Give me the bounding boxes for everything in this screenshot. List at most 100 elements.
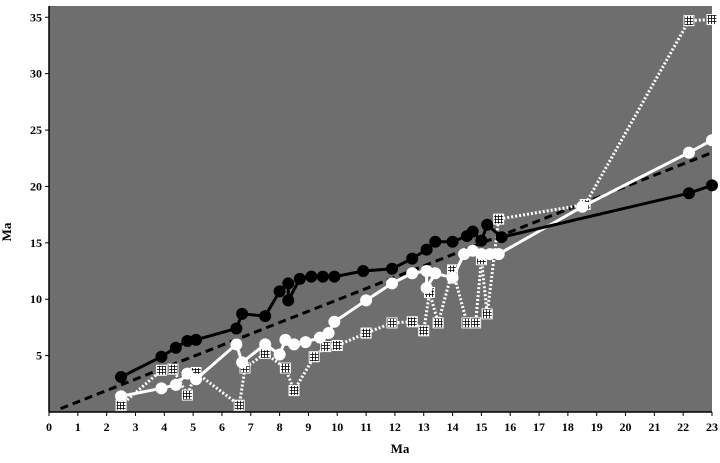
hatched-square-point [155, 364, 167, 376]
black-circle-point [682, 187, 695, 200]
x-tick-label: 21 [648, 420, 660, 434]
white-circle-point [259, 338, 272, 351]
series-line-hatched [120, 18, 713, 408]
x-tick-label: 4 [161, 420, 167, 434]
x-tick-label: 10 [331, 420, 343, 434]
hatched-square-point [308, 351, 320, 363]
y-tick-label: 10 [30, 292, 42, 306]
hatched-square-point [360, 327, 372, 339]
black-circle-point [328, 270, 341, 283]
black-circle-point [115, 371, 128, 384]
black-circle-point [293, 272, 306, 285]
hatched-square-point [320, 341, 332, 353]
white-circle-point [429, 267, 442, 280]
black-circle-point [466, 225, 479, 238]
black-circle-point [481, 218, 494, 231]
y-tick-label: 5 [36, 349, 42, 363]
hatched-square-point [493, 213, 505, 225]
y-tick-label: 30 [30, 67, 42, 81]
white-circle-point [446, 271, 459, 284]
x-tick-label: 16 [504, 420, 516, 434]
black-circle-point [357, 265, 370, 278]
white-circle-point [706, 134, 718, 147]
series-white-circle [115, 134, 718, 403]
x-tick-label: 17 [533, 420, 545, 434]
plot-area [49, 6, 712, 412]
x-tick-label: 12 [389, 420, 401, 434]
x-tick-label: 9 [305, 420, 311, 434]
white-circle-point [115, 390, 128, 403]
black-circle-point [155, 350, 168, 363]
white-circle-point [682, 146, 695, 159]
black-circle-point [316, 270, 329, 283]
black-circle-point [706, 179, 718, 192]
hatched-square-point [418, 325, 430, 337]
hatched-square-point [683, 15, 695, 27]
hatched-square-point [386, 317, 398, 329]
hatched-square-point [331, 339, 343, 351]
white-circle-point [181, 367, 194, 380]
x-tick-label: 18 [562, 420, 574, 434]
y-axis-title: Ma [0, 222, 14, 241]
black-circle-point [406, 252, 419, 265]
white-circle-point [169, 378, 182, 391]
hatched-square-point [706, 14, 718, 26]
x-tick-label: 6 [219, 420, 225, 434]
black-circle-point [386, 262, 399, 275]
black-circle-point [420, 243, 433, 256]
y-tick-label: 20 [30, 179, 42, 193]
hatched-square-point [279, 362, 291, 374]
hatched-square-point [233, 399, 245, 411]
white-circle-point [406, 267, 419, 280]
hatched-square-point [470, 317, 482, 329]
hatched-square-point [167, 363, 179, 375]
x-tick-label: 15 [475, 420, 487, 434]
y-tick-label: 25 [30, 123, 42, 137]
x-axis-title: Ma [391, 441, 410, 456]
white-circle-point [420, 281, 433, 294]
black-circle-point [230, 322, 243, 335]
black-circle-point [282, 277, 295, 290]
black-circle-point [446, 235, 459, 248]
white-circle-point [328, 315, 341, 328]
series-black-circle [115, 179, 718, 384]
x-tick-label: 5 [190, 420, 196, 434]
hatched-square-point [432, 317, 444, 329]
white-circle-point [230, 338, 243, 351]
x-tick-label: 11 [360, 420, 371, 434]
white-circle-point [155, 382, 168, 395]
y-tick-label: 35 [30, 10, 42, 24]
white-circle-point [190, 373, 203, 386]
hatched-square-point [181, 389, 193, 401]
x-tick-label: 1 [75, 420, 81, 434]
black-circle-point [305, 270, 318, 283]
black-circle-point [495, 231, 508, 244]
white-circle-point [288, 338, 301, 351]
black-circle-point [273, 285, 286, 298]
white-circle-point [299, 336, 312, 349]
white-circle-point [322, 327, 335, 340]
x-tick-label: 7 [248, 420, 254, 434]
x-tick-label: 23 [706, 420, 718, 434]
white-circle-point [492, 248, 505, 261]
x-tick-label: 2 [104, 420, 110, 434]
black-circle-point [190, 333, 203, 346]
x-tick-label: 22 [677, 420, 689, 434]
x-tick-label: 13 [418, 420, 430, 434]
x-tick-label: 19 [591, 420, 603, 434]
black-circle-point [282, 294, 295, 307]
black-circle-point [475, 234, 488, 247]
white-circle-point [360, 294, 373, 307]
x-tick-label: 0 [46, 420, 52, 434]
x-tick-label: 3 [132, 420, 138, 434]
x-tick-label: 14 [447, 420, 459, 434]
x-tick-label: 8 [277, 420, 283, 434]
black-circle-point [169, 341, 182, 354]
x-tick-label: 20 [620, 420, 632, 434]
white-circle-point [386, 277, 399, 290]
black-circle-point [429, 235, 442, 248]
black-circle-point [236, 307, 249, 320]
hatched-square-point [288, 385, 300, 397]
